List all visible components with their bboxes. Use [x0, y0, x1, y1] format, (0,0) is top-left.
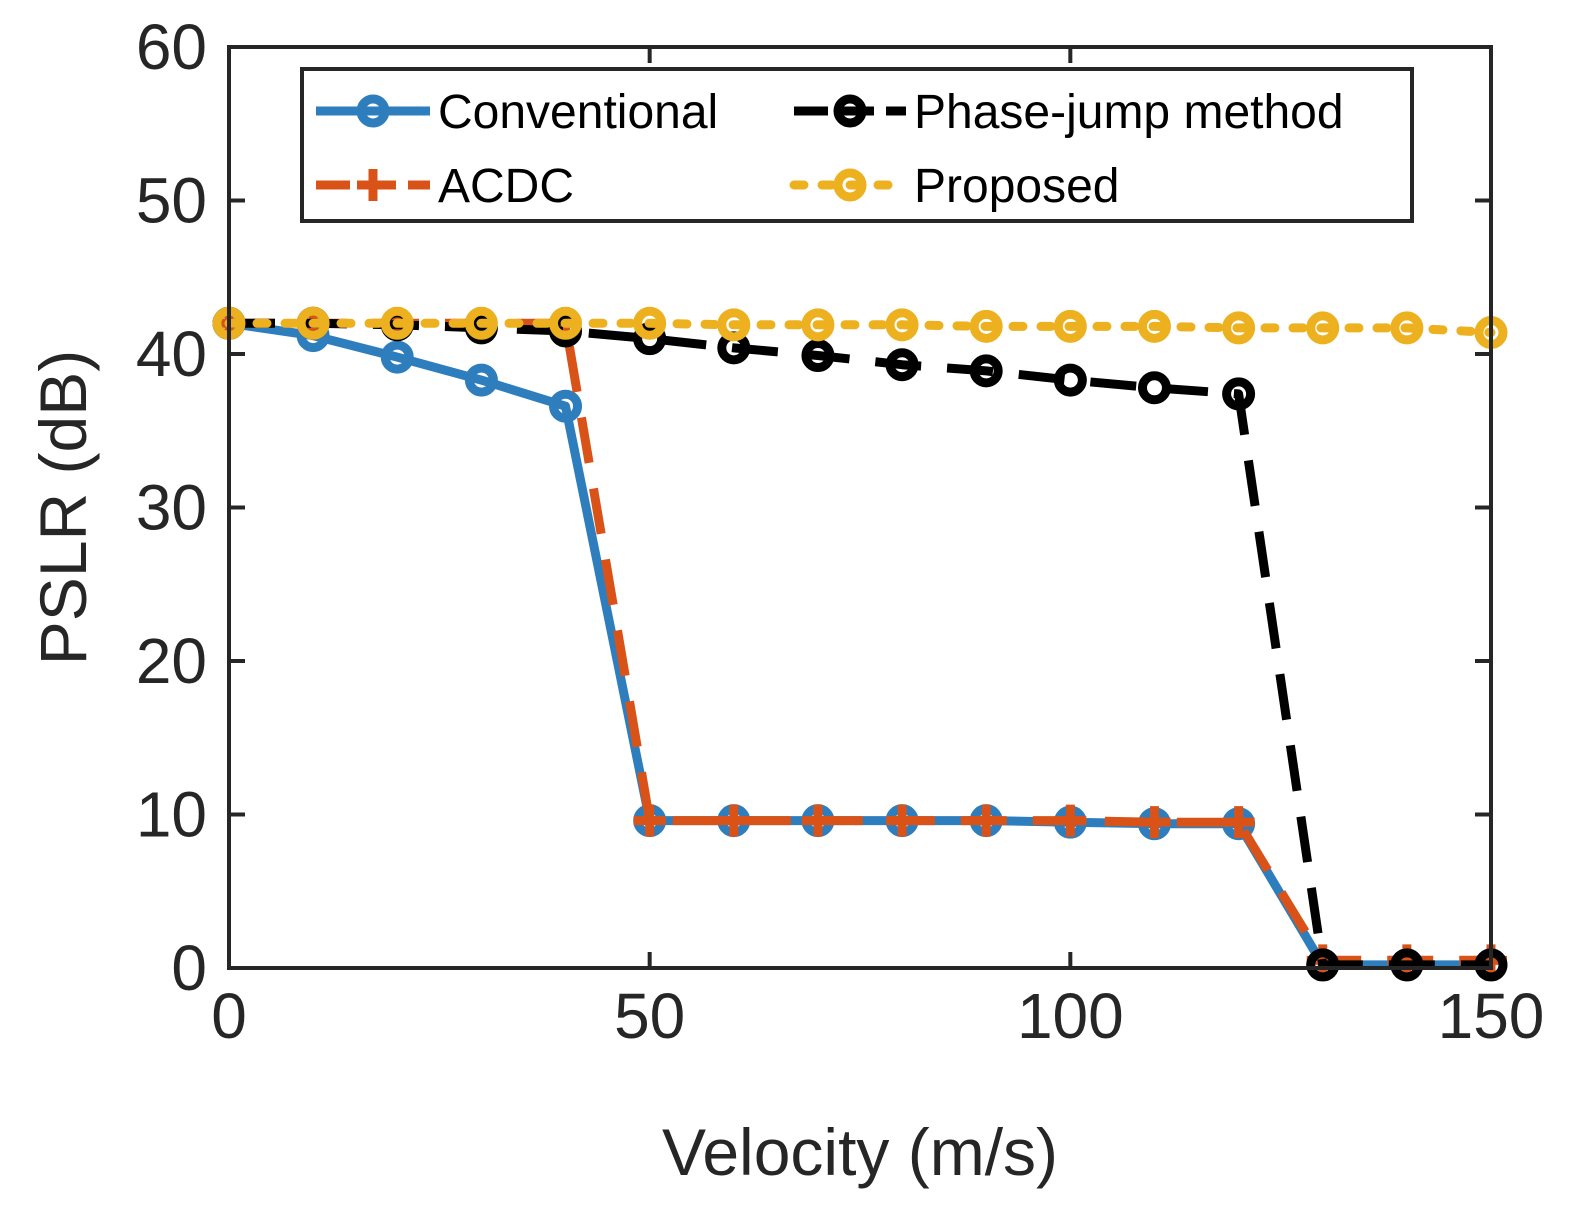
proposed-point	[464, 306, 498, 340]
phase-jump-method-point	[1306, 948, 1340, 982]
series-layer	[212, 306, 1508, 982]
legend-swatch-marker	[357, 169, 389, 201]
proposed-point	[801, 308, 835, 342]
y-tick-label: 60	[136, 11, 207, 83]
acdc-point	[1138, 806, 1171, 839]
acdc-point	[1054, 804, 1087, 837]
proposed-point	[1222, 311, 1256, 345]
tick-labels: 0 50 100 150 0 10 20 30 40 50 60	[136, 11, 1545, 1052]
acdc-point	[801, 804, 834, 837]
x-tick-label: 50	[614, 980, 685, 1052]
x-tick-label: 150	[1438, 980, 1545, 1052]
conventional-point	[464, 363, 498, 397]
acdc-point	[1222, 806, 1255, 839]
phase-jump-method-point	[969, 354, 1003, 388]
conventional-point	[549, 389, 583, 423]
legend-label: Phase-jump method	[914, 86, 1344, 139]
x-tick-label: 100	[1017, 980, 1124, 1052]
y-tick-label: 30	[136, 472, 207, 544]
axes-frame	[227, 45, 1493, 970]
x-tick-label: 0	[211, 980, 247, 1052]
y-tick-label: 0	[171, 932, 207, 1004]
legend-swatch-marker	[356, 94, 390, 128]
legend-swatch-marker	[833, 94, 867, 128]
legend-item-conventional[interactable]: Conventional	[316, 86, 718, 139]
y-tick-label: 50	[136, 165, 207, 237]
phase-jump-method-point	[1053, 363, 1087, 397]
phase-jump-method-point	[1222, 377, 1256, 411]
legend[interactable]: Conventional Phase-jump method ACDC Propose…	[300, 67, 1414, 223]
proposed-line	[224, 318, 1496, 337]
legend-label: ACDC	[438, 160, 574, 213]
phase-jump-method-point	[1137, 371, 1171, 405]
conventional-point	[380, 340, 414, 374]
proposed-point	[1306, 311, 1340, 345]
proposed-point	[380, 306, 414, 340]
proposed-point	[1390, 311, 1424, 345]
proposed-point	[296, 306, 330, 340]
acdc-point	[717, 804, 750, 837]
legend-label: Proposed	[914, 160, 1119, 213]
y-tick-label: 40	[136, 318, 207, 390]
proposed-point	[969, 309, 1003, 343]
proposed-point	[633, 306, 667, 340]
legend-item-phase-jump-method[interactable]: Phase-jump method	[794, 86, 1344, 139]
phase-jump-method-point	[1390, 948, 1424, 982]
x-axis-label: Velocity (m/s)	[662, 1115, 1058, 1189]
proposed-point	[549, 306, 583, 340]
proposed-point	[1137, 309, 1171, 343]
legend-item-proposed[interactable]: Proposed	[789, 160, 1119, 213]
y-tick-label: 10	[136, 779, 207, 851]
proposed-point	[885, 308, 919, 342]
phase-jump-method-point	[885, 348, 919, 382]
acdc-point	[970, 804, 1003, 837]
y-tick-label: 20	[136, 625, 207, 697]
acdc-point	[633, 804, 666, 837]
proposed-point	[1053, 309, 1087, 343]
legend-item-acdc[interactable]: ACDC	[316, 160, 574, 213]
y-axis-label: PSLR (dB)	[26, 350, 100, 665]
legend-swatch-marker	[833, 168, 867, 202]
phase-jump-method-line	[229, 318, 1491, 970]
acdc-line	[229, 318, 1491, 965]
legend-label: Conventional	[438, 86, 718, 139]
phase-jump-method-point	[801, 339, 835, 373]
proposed-point	[717, 308, 751, 342]
acdc-point	[886, 804, 919, 837]
